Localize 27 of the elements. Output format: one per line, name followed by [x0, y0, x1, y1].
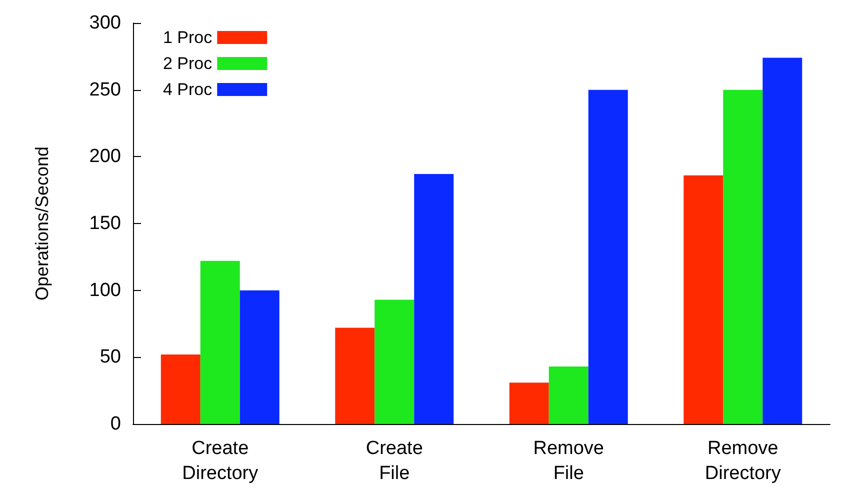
y-tick-label: 250 — [89, 79, 121, 100]
bar — [335, 328, 375, 424]
x-tick-label: Remove Directory — [704, 438, 782, 484]
legend-label: 2 Proc — [162, 54, 213, 73]
bar — [240, 290, 280, 424]
bar — [762, 58, 802, 424]
bar — [684, 175, 724, 424]
x-tick-label: Create Directory — [182, 438, 259, 484]
legend-label: 1 Proc — [162, 28, 213, 47]
y-tick-label: 0 — [110, 414, 121, 434]
y-axis-title: Operations/Second — [32, 146, 52, 301]
y-tick-label: 100 — [89, 280, 121, 301]
y-tick-label: 150 — [89, 213, 121, 234]
y-tick-label: 200 — [89, 146, 121, 168]
bar — [374, 300, 414, 424]
legend-label: 4 Proc — [162, 80, 213, 99]
bar — [200, 260, 240, 424]
bar — [548, 366, 588, 424]
bar — [160, 354, 200, 424]
bar — [723, 90, 763, 424]
x-tick-label: Create File — [366, 438, 423, 484]
bar — [509, 382, 549, 424]
bar — [414, 174, 454, 424]
x-tick-label: Remove File — [533, 438, 604, 484]
y-tick-label: 300 — [89, 12, 121, 34]
bar — [588, 90, 628, 424]
y-tick-label: 50 — [100, 346, 121, 368]
